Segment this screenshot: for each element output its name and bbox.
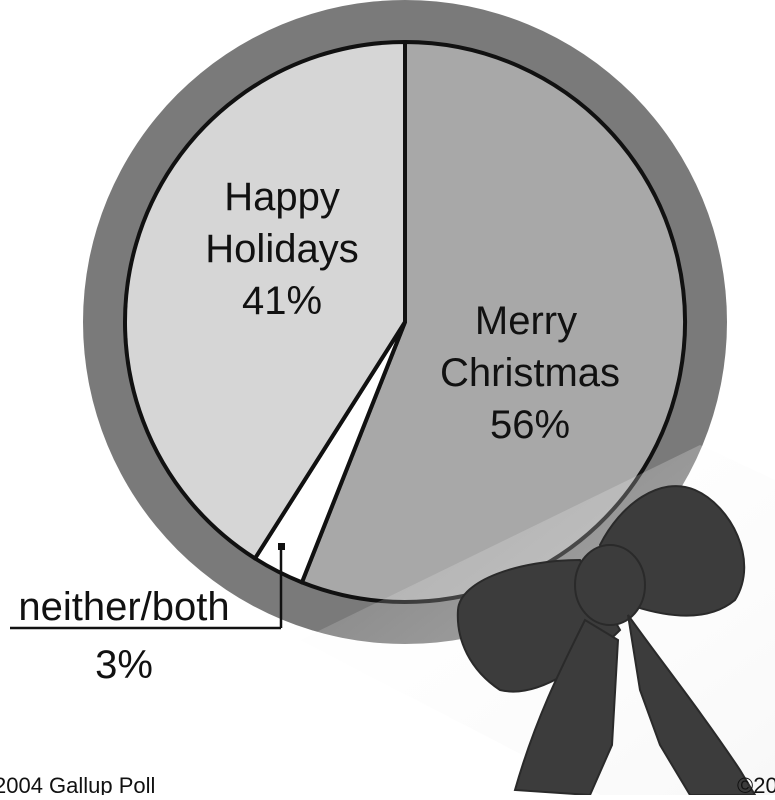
label-happy-holidays-value: 41% [242, 279, 322, 323]
pie-slices [123, 40, 687, 604]
source-left: 2004 Gallup Poll [0, 773, 155, 795]
label-merry-christmas-line1: Merry [475, 299, 577, 343]
label-merry-christmas-line2: Christmas [440, 351, 620, 395]
slice-happy-holidays [123, 40, 407, 561]
label-neither-both-value: 3% [95, 643, 153, 687]
source-right: ©20 [737, 773, 775, 795]
neither-leader [10, 543, 285, 630]
label-happy-holidays-line1: Happy [224, 175, 340, 219]
leader-marker [278, 543, 285, 550]
bow-icon [456, 485, 757, 797]
label-neither-both: neither/both [18, 585, 229, 629]
label-happy-holidays-line2: Holidays [205, 227, 358, 271]
label-merry-christmas-value: 56% [490, 403, 570, 447]
